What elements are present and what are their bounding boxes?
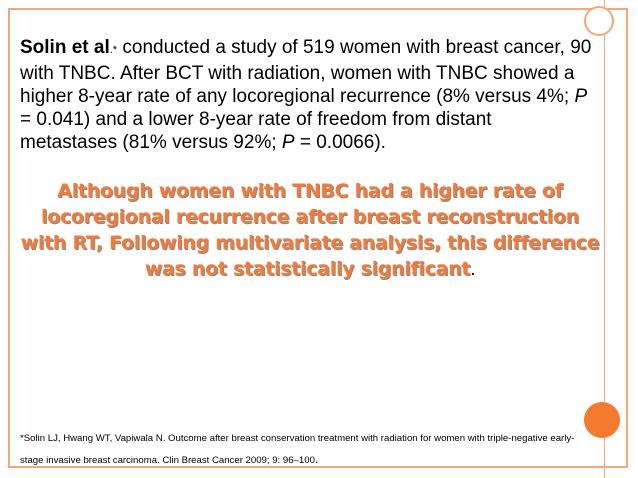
highlight-conclusion: Although women with TNBC had a higher ra… — [20, 178, 600, 283]
reference-period: . — [314, 451, 319, 466]
reference-footnote: *Solin LJ, Hwang WT, Vapiwala N. Outcome… — [20, 429, 580, 471]
vertical-divider-line — [604, 0, 605, 478]
paragraph-part-1: conducted a study of 519 women with brea… — [20, 37, 592, 107]
main-paragraph: Solin et al.* conducted a study of 519 w… — [20, 36, 592, 154]
p-symbol-2: P — [281, 132, 295, 153]
outline-circle-decoration — [584, 6, 614, 36]
citation-marker: .* — [109, 44, 118, 56]
p-symbol-1: P — [574, 86, 588, 107]
highlight-text: Although women with TNBC had a higher ra… — [20, 180, 600, 280]
paragraph-part-3: = 0.0066). — [294, 132, 386, 153]
reference-text: *Solin LJ, Hwang WT, Vapiwala N. Outcome… — [20, 433, 575, 466]
highlight-period: . — [470, 259, 476, 280]
slide-border — [8, 8, 628, 468]
paragraph-part-2: = 0.041) and a lower 8-year rate of free… — [20, 109, 492, 153]
author-name: Solin et al — [20, 37, 110, 58]
orange-circle-decoration — [584, 402, 620, 438]
